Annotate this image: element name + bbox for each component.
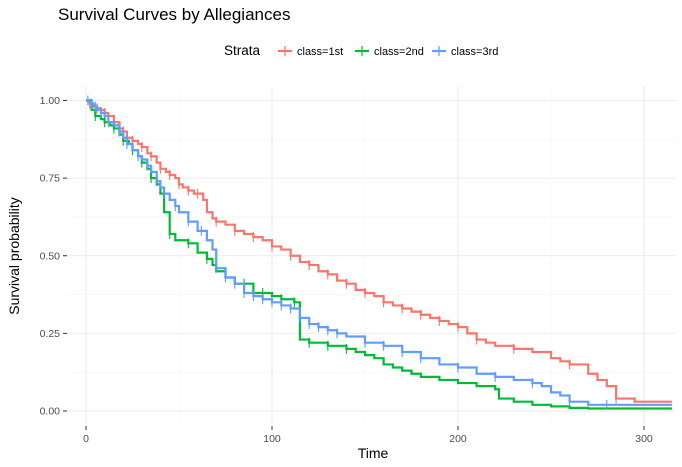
y-axis-title: Survival probability bbox=[6, 197, 22, 315]
y-tick-label: 0.00 bbox=[40, 406, 61, 418]
x-tick-label: 100 bbox=[263, 433, 281, 445]
legend-label: class=2nd bbox=[374, 46, 424, 58]
survival-step-line bbox=[86, 99, 672, 403]
legend: Strata class=1st class=2nd class=3rd bbox=[224, 43, 498, 58]
y-tick-label: 0.25 bbox=[40, 328, 61, 340]
legend-item-2nd[interactable]: class=2nd bbox=[355, 46, 424, 58]
legend-item-3rd[interactable]: class=3rd bbox=[432, 46, 498, 58]
plot-curves bbox=[86, 95, 672, 410]
x-tick-label: 300 bbox=[635, 433, 653, 445]
chart-title: Survival Curves by Allegiances bbox=[58, 5, 290, 24]
legend-title: Strata bbox=[224, 43, 261, 58]
y-tick-label: 0.75 bbox=[40, 173, 61, 185]
x-tick-label: 0 bbox=[83, 433, 89, 445]
y-tick-label: 1.00 bbox=[40, 95, 61, 107]
legend-label: class=3rd bbox=[451, 46, 498, 58]
x-tick-label: 200 bbox=[449, 433, 467, 445]
x-axis-title: Time bbox=[358, 445, 389, 461]
legend-item-1st[interactable]: class=1st bbox=[278, 46, 343, 58]
plot-axes: 0 100 200 300 0.00 0.25 0.50 0.75 1.00 bbox=[40, 95, 653, 445]
series-class-2nd bbox=[86, 99, 672, 410]
y-tick-label: 0.50 bbox=[40, 250, 61, 262]
plot-grid bbox=[67, 86, 676, 426]
series-class-3rd bbox=[86, 95, 672, 410]
survival-step-line bbox=[86, 99, 672, 410]
legend-label: class=1st bbox=[297, 46, 343, 58]
